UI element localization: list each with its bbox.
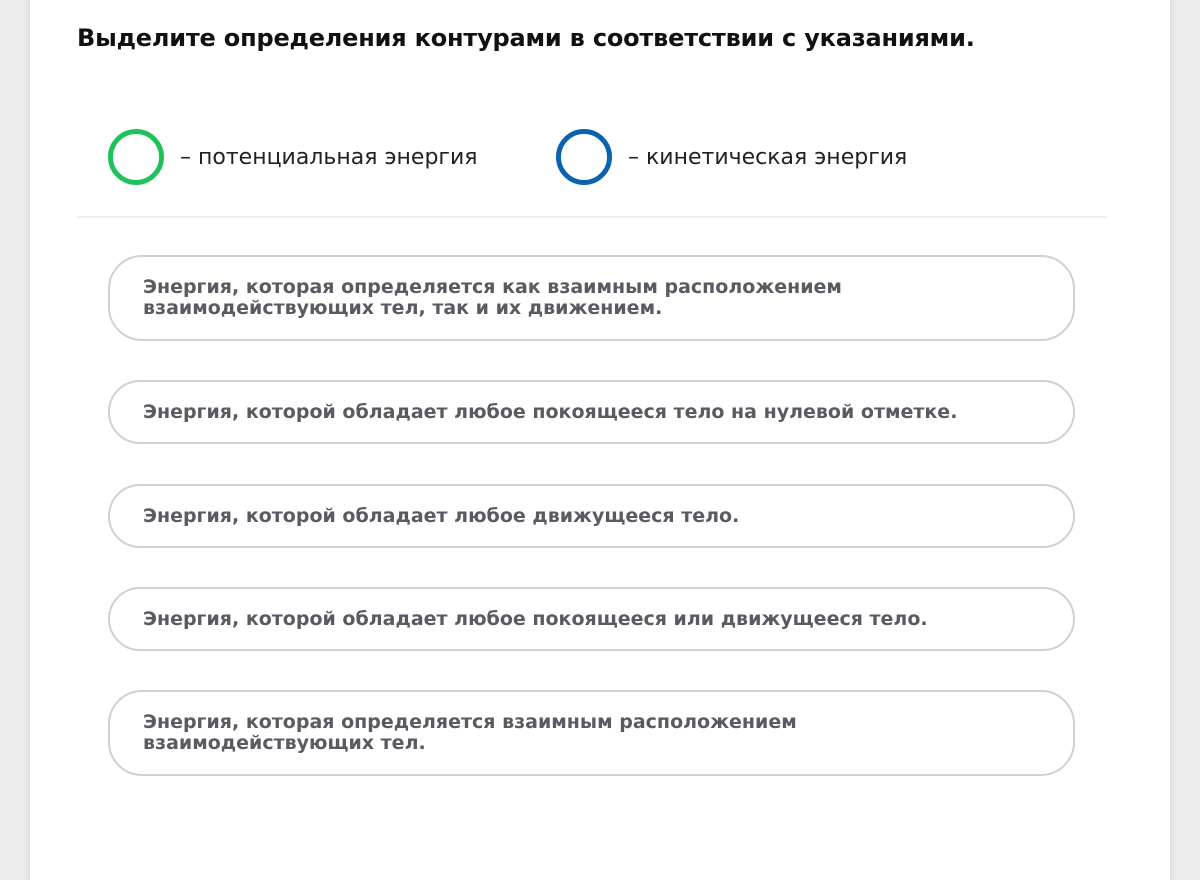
legend-potential: – потенциальная энергия — [108, 129, 478, 185]
green-circle-icon — [108, 129, 164, 185]
legend-label-potential: – потенциальная энергия — [180, 144, 478, 170]
legend-label-kinetic: – кинетическая энергия — [628, 144, 908, 170]
option-4[interactable]: Энергия, которой обладает любое покоящее… — [108, 587, 1075, 651]
divider — [77, 216, 1107, 218]
option-2[interactable]: Энергия, которой обладает любое покоящее… — [108, 380, 1075, 444]
option-text: Энергия, которой обладает любое покоящее… — [143, 400, 958, 423]
legend-kinetic: – кинетическая энергия — [556, 129, 907, 185]
option-text: Энергия, которой обладает любое движущее… — [143, 504, 740, 527]
option-3[interactable]: Энергия, которой обладает любое движущее… — [108, 484, 1075, 548]
task-card: Выделите определения контурами в соответ… — [30, 0, 1170, 880]
option-text: Энергия, которая определяется как взаимн… — [143, 276, 842, 319]
option-1[interactable]: Энергия, которая определяется как взаимн… — [108, 255, 1075, 341]
option-text: Энергия, которой обладает любое покоящее… — [143, 607, 928, 630]
option-text: Энергия, которая определяется взаимным р… — [143, 711, 797, 754]
option-5[interactable]: Энергия, которая определяется взаимным р… — [108, 690, 1075, 776]
blue-circle-icon — [556, 129, 612, 185]
task-title: Выделите определения контурами в соответ… — [77, 24, 975, 52]
